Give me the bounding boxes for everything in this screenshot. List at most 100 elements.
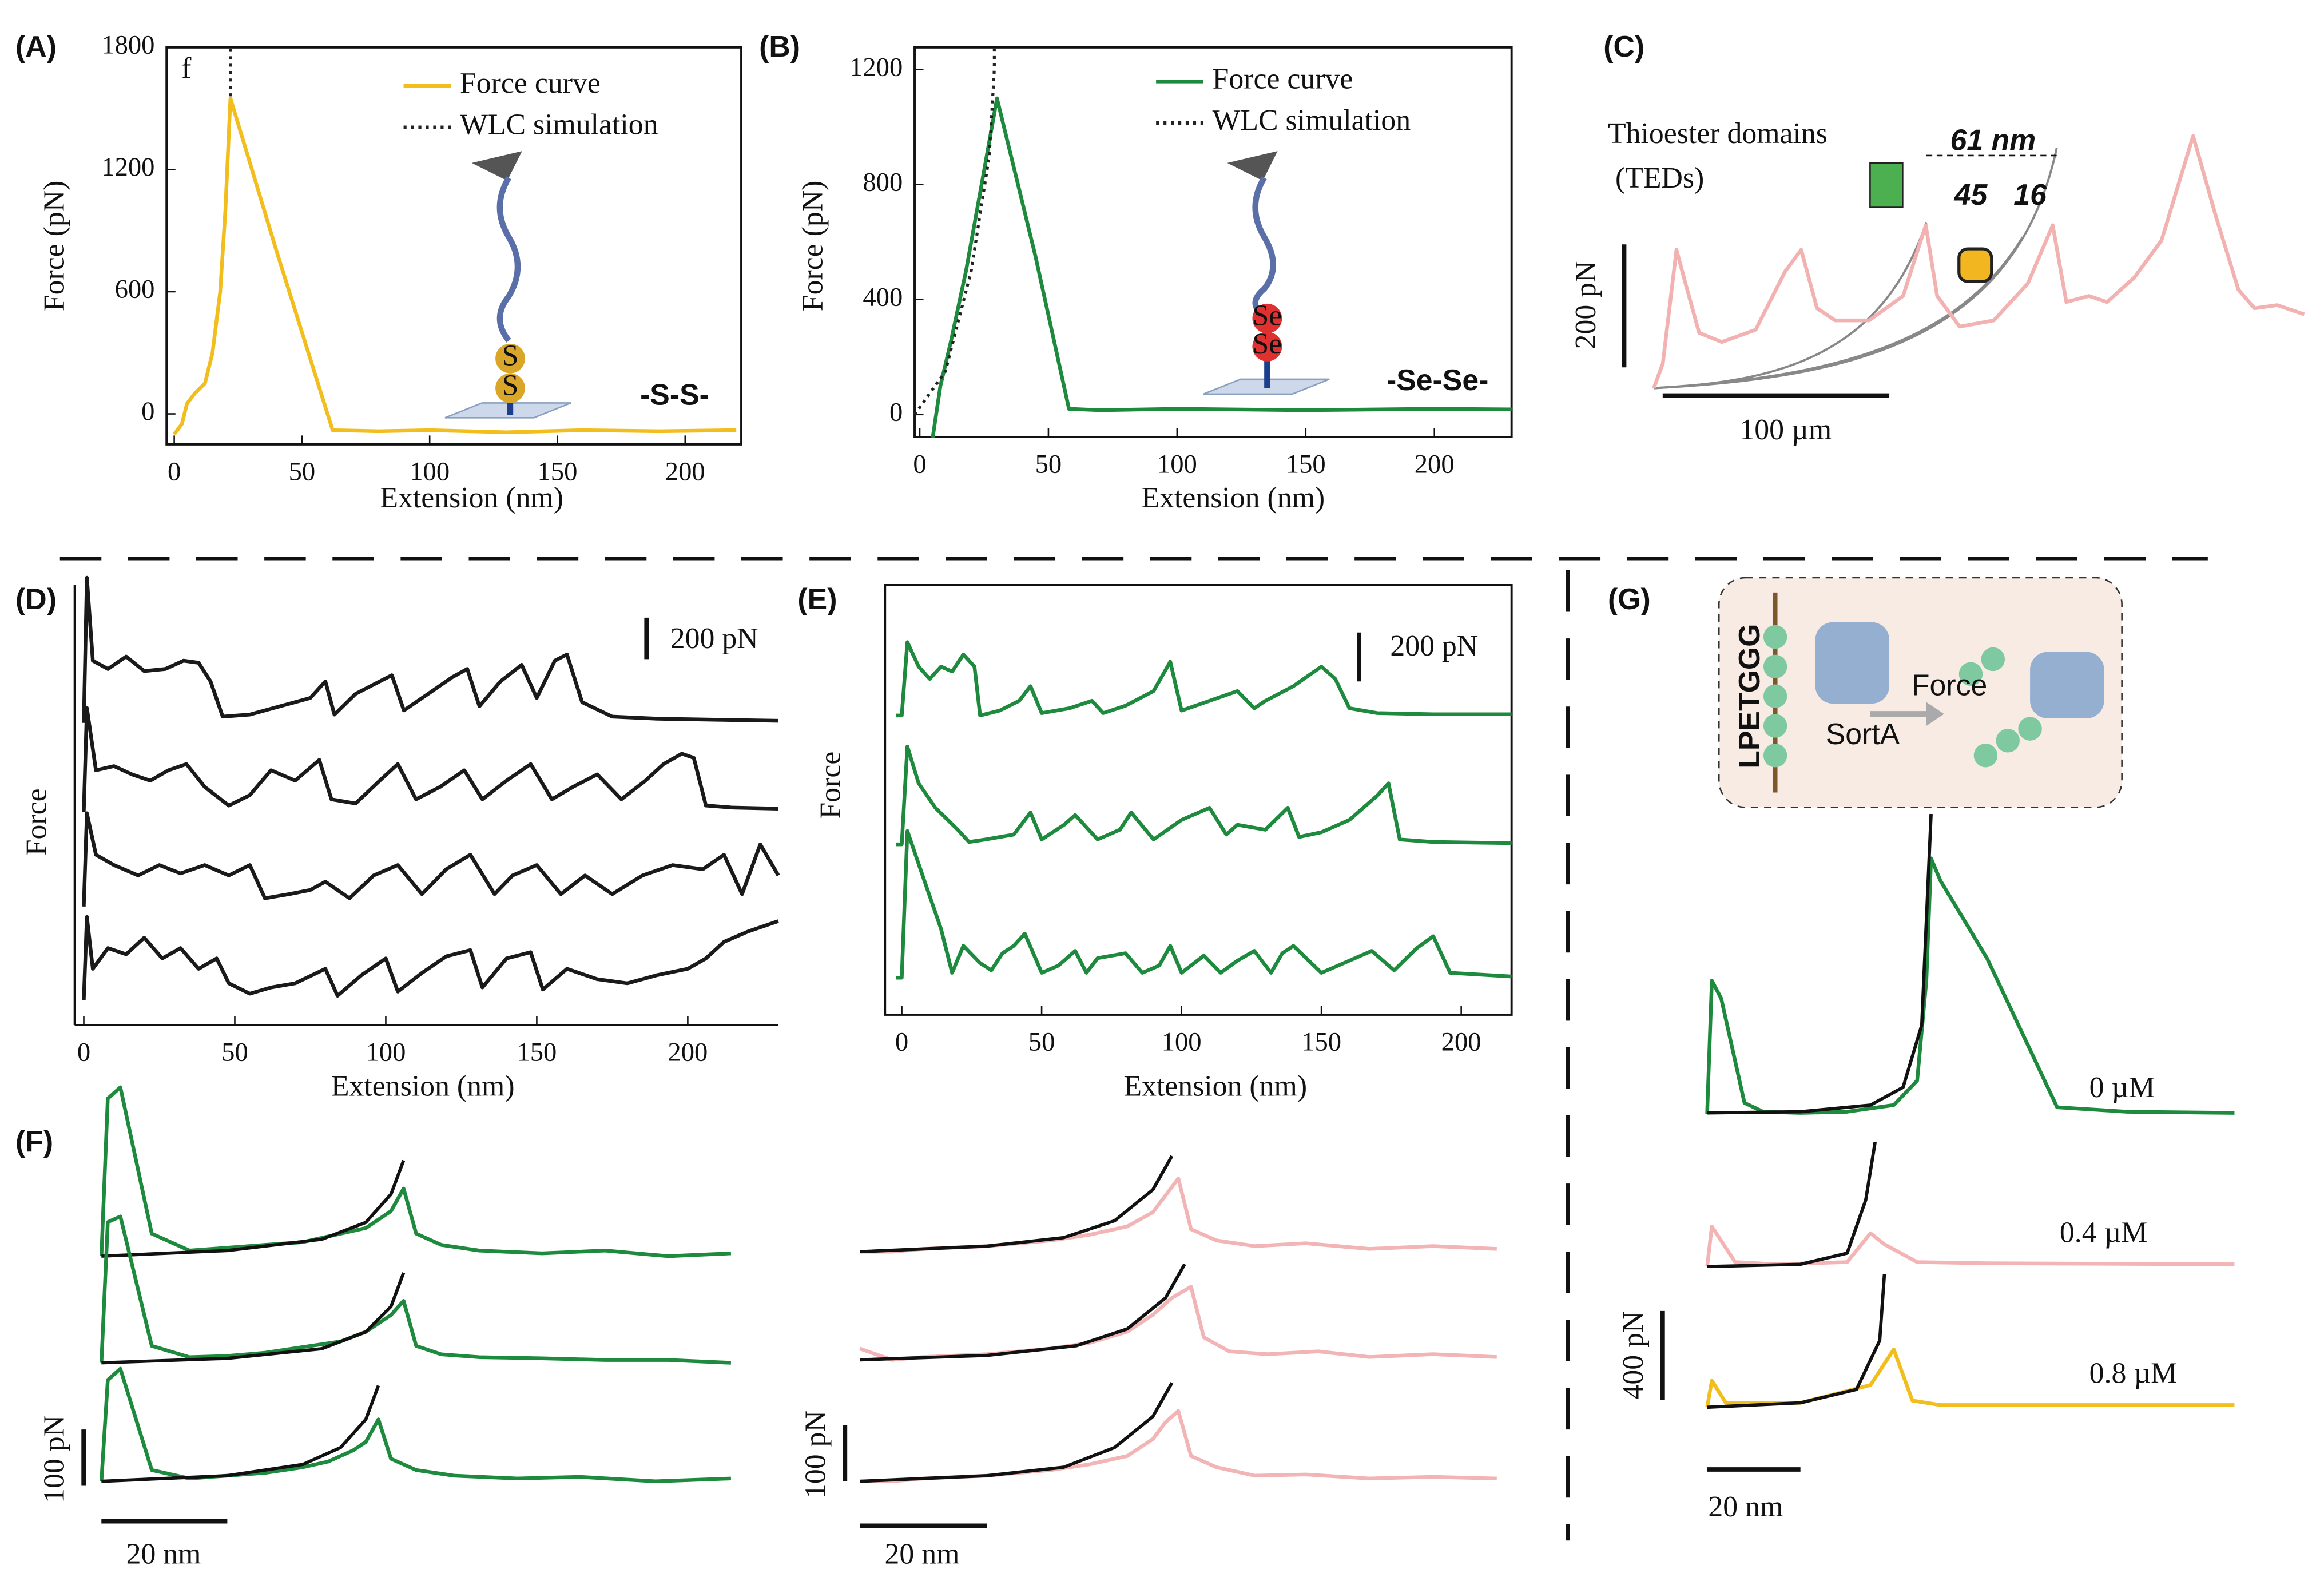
x-axis-label: Extension (nm) [331,1070,515,1102]
panel-label: (F) [15,1125,53,1158]
trace-label: 0.8 µM [2089,1357,2178,1390]
x-tick-label: 0 [913,449,926,479]
panel-label: (A) [15,30,57,63]
trace-label: 0 µM [2089,1071,2155,1104]
x-tick-label: 200 [1441,1027,1481,1056]
x-tick-label: 50 [289,456,316,486]
x-tick-label: 150 [538,456,578,486]
trace [82,706,778,812]
x-tick-label: 200 [1415,449,1455,479]
panel-label: (D) [15,582,57,615]
trace [1705,856,2235,1115]
plot-frame [913,46,1513,438]
annotation: -Se-Se- [1387,363,1488,396]
trace [101,1272,406,1365]
x-tick-label: 150 [1286,449,1326,479]
x-tick-label: 150 [517,1038,557,1067]
trace [101,1385,380,1483]
trace [913,46,996,416]
y-tick-label: 0 [141,396,154,426]
annotation: Se [1252,328,1282,360]
scale-bar-label: 100 µm [1739,414,1832,446]
y-tick-label: 600 [115,275,155,304]
y-axis-label: Force (pN) [38,181,70,312]
scale-bar-label: 200 pN [1570,261,1602,349]
y-tick-label: 1200 [101,152,154,182]
plot-frame [165,46,742,446]
trace [100,1214,732,1365]
legend-label: WLC simulation [460,109,658,141]
trace [896,744,1512,847]
annotation: Se [1252,300,1282,332]
trace [1707,1142,1877,1269]
x-tick-label: 100 [366,1038,406,1067]
annotation: S [502,369,519,402]
x-axis-label: Extension (nm) [1141,482,1325,514]
legend-label: WLC simulation [1213,104,1411,137]
scale-bar-label: 100 pN [800,1411,832,1499]
annotation: SortA [1826,717,1900,750]
trace [1705,1347,2235,1408]
panel-label: (G) [1608,582,1651,615]
y-tick-label: 0 [889,397,903,427]
scale-bar-label: 20 nm [126,1538,201,1571]
trace [1652,134,2305,389]
x-tick-label: 50 [1035,449,1062,479]
y-axis-label: Force (pN) [796,181,829,312]
trace [896,640,1512,718]
trace-label: 0.4 µM [2060,1217,2148,1249]
x-axis-label: Extension (nm) [1123,1070,1307,1102]
annotation: -S-S- [640,378,709,411]
annotation: f [181,52,192,85]
scale-bar-label: 400 pN [1617,1312,1650,1400]
x-tick-label: 100 [1162,1027,1202,1056]
x-tick-label: 0 [77,1038,90,1067]
annotation: (TEDs) [1615,162,1704,194]
scale-bar-label: 100 pN [38,1415,70,1503]
y-tick-label: 1200 [849,52,903,82]
x-tick-label: 100 [410,456,450,486]
y-axis-label: Force [814,752,847,819]
trace [100,1366,732,1483]
panel-label: (E) [797,582,837,615]
trace [173,96,737,435]
trace [860,1382,1174,1483]
legend-label: Force curve [460,67,601,100]
separators [59,557,2208,1541]
x-tick-label: 50 [1028,1027,1055,1056]
x-tick-label: 150 [1301,1027,1341,1056]
y-tick-label: 1800 [101,30,154,60]
trace [860,1155,1174,1254]
inset-c [1654,148,2060,390]
annotation: 16 [2013,178,2047,211]
panel-label: (C) [1603,30,1644,63]
trace [859,1285,1497,1362]
panel-label: (B) [759,30,800,63]
inset-a [444,151,571,419]
y-axis-label: Force [20,788,53,856]
x-tick-label: 200 [668,1038,708,1067]
trace [82,915,779,1000]
trace [1707,1273,1886,1409]
trace [1705,1225,2235,1267]
trace [931,96,1512,438]
trace [101,1159,406,1258]
trace [860,1177,1497,1254]
trace [82,811,780,907]
scale-bar-label: 20 nm [1708,1491,1783,1523]
x-tick-label: 0 [895,1027,908,1056]
scale-bar-label: 20 nm [885,1538,960,1571]
trace [100,1085,732,1258]
trace [860,1409,1497,1483]
x-tick-label: 200 [665,456,705,486]
trace [860,1263,1186,1362]
x-tick-label: 100 [1157,449,1197,479]
y-tick-label: 400 [863,282,903,312]
trace [82,575,778,723]
annotation: Thioester domains [1608,117,1828,150]
inset-g [1718,577,2123,808]
inset-b [1203,151,1330,395]
y-tick-label: 800 [863,167,903,197]
scale-bar-label: 200 pN [1390,630,1478,662]
